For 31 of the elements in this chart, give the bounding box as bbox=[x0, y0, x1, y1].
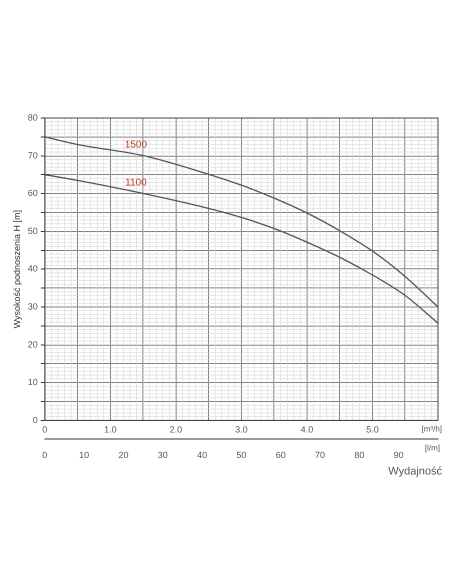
x-tick-label: 30 bbox=[158, 450, 168, 460]
x-tick-label: 50 bbox=[236, 450, 246, 460]
x-tick-label: 10 bbox=[79, 450, 90, 460]
x-tick-label: 0 bbox=[42, 450, 48, 460]
y-tick-label: 80 bbox=[28, 112, 38, 122]
x-axis-title: [l/m] bbox=[424, 443, 440, 452]
y-tick-label: 20 bbox=[28, 339, 38, 350]
y-tick-label: 30 bbox=[28, 301, 38, 312]
x2-tick-label: 2.0 bbox=[170, 424, 182, 434]
series-label: 1100 bbox=[125, 177, 148, 188]
x-tick-label: 90 bbox=[394, 450, 404, 460]
text: Wydajność bbox=[388, 466, 442, 478]
x2-tick-label: 1.0 bbox=[104, 424, 117, 434]
x2-tick-label: 0 bbox=[42, 424, 48, 434]
y-axis-title: Wysokość podnoszenia H [m] bbox=[12, 210, 22, 328]
x-tick-label: 60 bbox=[276, 450, 286, 460]
x-tick-label: 40 bbox=[197, 450, 208, 460]
y-tick-label: 40 bbox=[28, 264, 38, 274]
series-label: 1500 bbox=[124, 140, 148, 151]
y-tick-label: 60 bbox=[28, 188, 38, 198]
x-tick-label: 80 bbox=[354, 450, 364, 460]
x2-tick-label: 3.0 bbox=[235, 424, 248, 434]
x2-tick-label: 4.0 bbox=[300, 424, 314, 434]
x2-tick-label: 5.0 bbox=[366, 424, 379, 434]
y-tick-label: 0 bbox=[32, 414, 38, 425]
y-tick-label: 10 bbox=[28, 377, 38, 388]
x-tick-label: 70 bbox=[315, 450, 326, 460]
x2-axis-title: [m³/h] bbox=[422, 424, 442, 434]
y-tick-label: 70 bbox=[28, 150, 38, 160]
x-tick-label: 20 bbox=[118, 450, 128, 460]
y-tick-label: 50 bbox=[28, 226, 38, 236]
